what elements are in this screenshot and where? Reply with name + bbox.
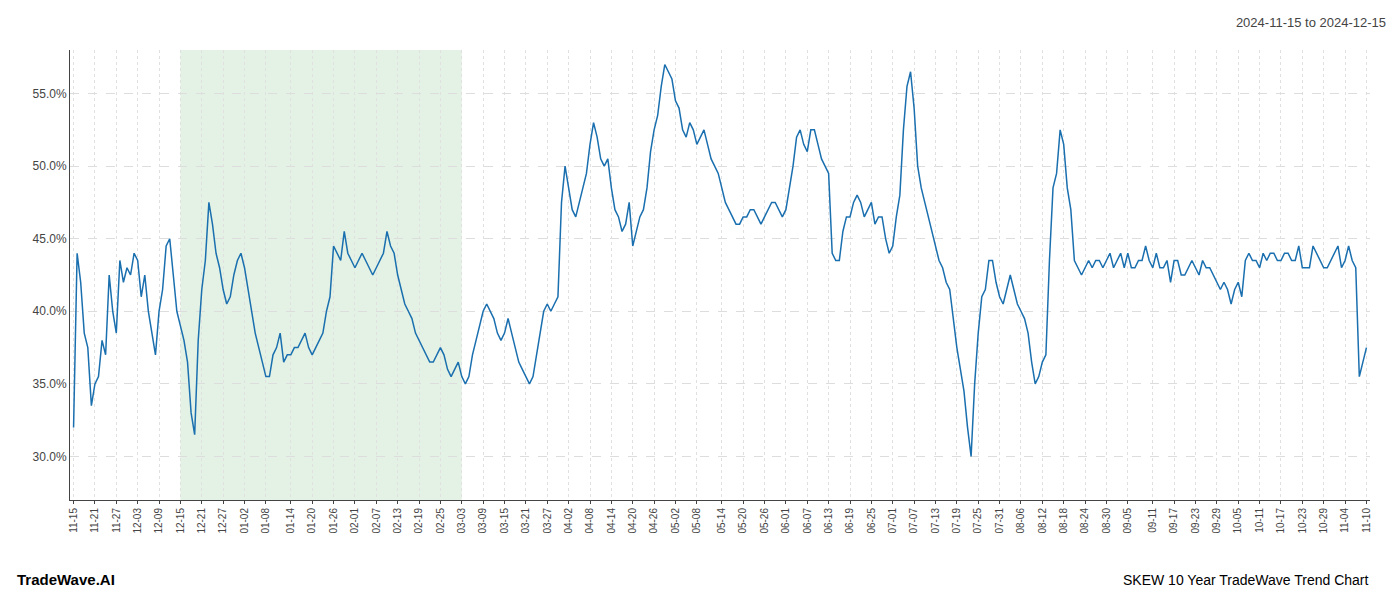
svg-text:11-27: 11-27 xyxy=(111,508,122,533)
svg-text:12-21: 12-21 xyxy=(196,508,207,534)
svg-text:09-05: 09-05 xyxy=(1122,508,1133,534)
svg-text:05-14: 05-14 xyxy=(716,508,727,534)
svg-text:03-21: 03-21 xyxy=(520,508,531,534)
svg-text:11-04: 11-04 xyxy=(1339,508,1350,533)
svg-text:03-09: 03-09 xyxy=(477,508,488,534)
svg-text:09-17: 09-17 xyxy=(1168,508,1179,534)
svg-text:01-26: 01-26 xyxy=(328,508,339,534)
svg-text:01-08: 01-08 xyxy=(260,508,271,534)
svg-text:05-20: 05-20 xyxy=(737,508,748,534)
svg-text:09-29: 09-29 xyxy=(1211,508,1222,534)
svg-text:05-26: 05-26 xyxy=(759,508,770,534)
svg-text:10-29: 10-29 xyxy=(1318,508,1329,534)
svg-text:10-05: 10-05 xyxy=(1232,508,1243,534)
svg-text:06-13: 06-13 xyxy=(823,508,834,534)
svg-text:04-26: 04-26 xyxy=(648,508,659,534)
svg-text:01-02: 01-02 xyxy=(239,508,250,534)
svg-text:04-14: 04-14 xyxy=(606,508,617,534)
svg-text:08-18: 08-18 xyxy=(1058,508,1069,534)
svg-text:50.0%: 50.0% xyxy=(33,159,67,173)
svg-text:05-02: 05-02 xyxy=(670,508,681,534)
svg-text:12-09: 12-09 xyxy=(153,508,164,534)
svg-text:04-08: 04-08 xyxy=(584,508,595,534)
svg-text:08-24: 08-24 xyxy=(1079,508,1090,534)
svg-text:08-12: 08-12 xyxy=(1037,508,1048,534)
svg-text:10-23: 10-23 xyxy=(1297,508,1308,534)
svg-text:07-01: 07-01 xyxy=(887,508,898,534)
svg-text:03-03: 03-03 xyxy=(456,508,467,534)
svg-text:01-20: 01-20 xyxy=(306,508,317,534)
svg-text:08-06: 08-06 xyxy=(1015,508,1026,534)
svg-text:08-30: 08-30 xyxy=(1101,508,1112,534)
svg-text:05-08: 05-08 xyxy=(691,508,702,534)
svg-text:55.0%: 55.0% xyxy=(33,87,67,101)
svg-text:12-27: 12-27 xyxy=(217,508,228,534)
svg-text:11-10: 11-10 xyxy=(1361,508,1372,533)
svg-text:10-11: 10-11 xyxy=(1254,508,1265,533)
svg-text:07-13: 07-13 xyxy=(930,508,941,534)
svg-text:09-11: 09-11 xyxy=(1147,508,1158,533)
svg-text:01-14: 01-14 xyxy=(285,508,296,534)
svg-text:2024-11-15 to 2024-12-15: 2024-11-15 to 2024-12-15 xyxy=(1236,15,1386,30)
svg-text:SKEW 10 Year TradeWave Trend C: SKEW 10 Year TradeWave Trend Chart xyxy=(1123,572,1368,588)
svg-text:04-20: 04-20 xyxy=(627,508,638,534)
svg-text:06-07: 06-07 xyxy=(802,508,813,534)
svg-text:04-02: 04-02 xyxy=(563,508,574,534)
svg-text:45.0%: 45.0% xyxy=(33,232,67,246)
svg-text:10-17: 10-17 xyxy=(1275,508,1286,534)
svg-text:07-25: 07-25 xyxy=(972,508,983,534)
svg-text:11-21: 11-21 xyxy=(89,508,100,533)
svg-text:06-19: 06-19 xyxy=(844,508,855,534)
svg-text:02-13: 02-13 xyxy=(392,508,403,534)
svg-text:03-27: 03-27 xyxy=(542,508,553,534)
svg-text:09-23: 09-23 xyxy=(1190,508,1201,534)
svg-text:12-15: 12-15 xyxy=(175,508,186,534)
svg-text:07-19: 07-19 xyxy=(951,508,962,534)
svg-text:11-15: 11-15 xyxy=(68,508,79,533)
svg-text:35.0%: 35.0% xyxy=(33,377,67,391)
svg-text:02-25: 02-25 xyxy=(435,508,446,534)
svg-text:02-19: 02-19 xyxy=(413,508,424,534)
svg-text:06-25: 06-25 xyxy=(866,508,877,534)
svg-text:02-01: 02-01 xyxy=(349,508,360,534)
svg-text:06-01: 06-01 xyxy=(780,508,791,534)
svg-text:07-07: 07-07 xyxy=(908,508,919,534)
svg-text:40.0%: 40.0% xyxy=(33,304,67,318)
svg-text:07-31: 07-31 xyxy=(994,508,1005,534)
svg-text:12-03: 12-03 xyxy=(132,508,143,534)
svg-text:TradeWave.AI: TradeWave.AI xyxy=(17,571,115,588)
svg-text:30.0%: 30.0% xyxy=(33,450,67,464)
svg-text:02-07: 02-07 xyxy=(371,508,382,534)
svg-text:03-15: 03-15 xyxy=(499,508,510,534)
